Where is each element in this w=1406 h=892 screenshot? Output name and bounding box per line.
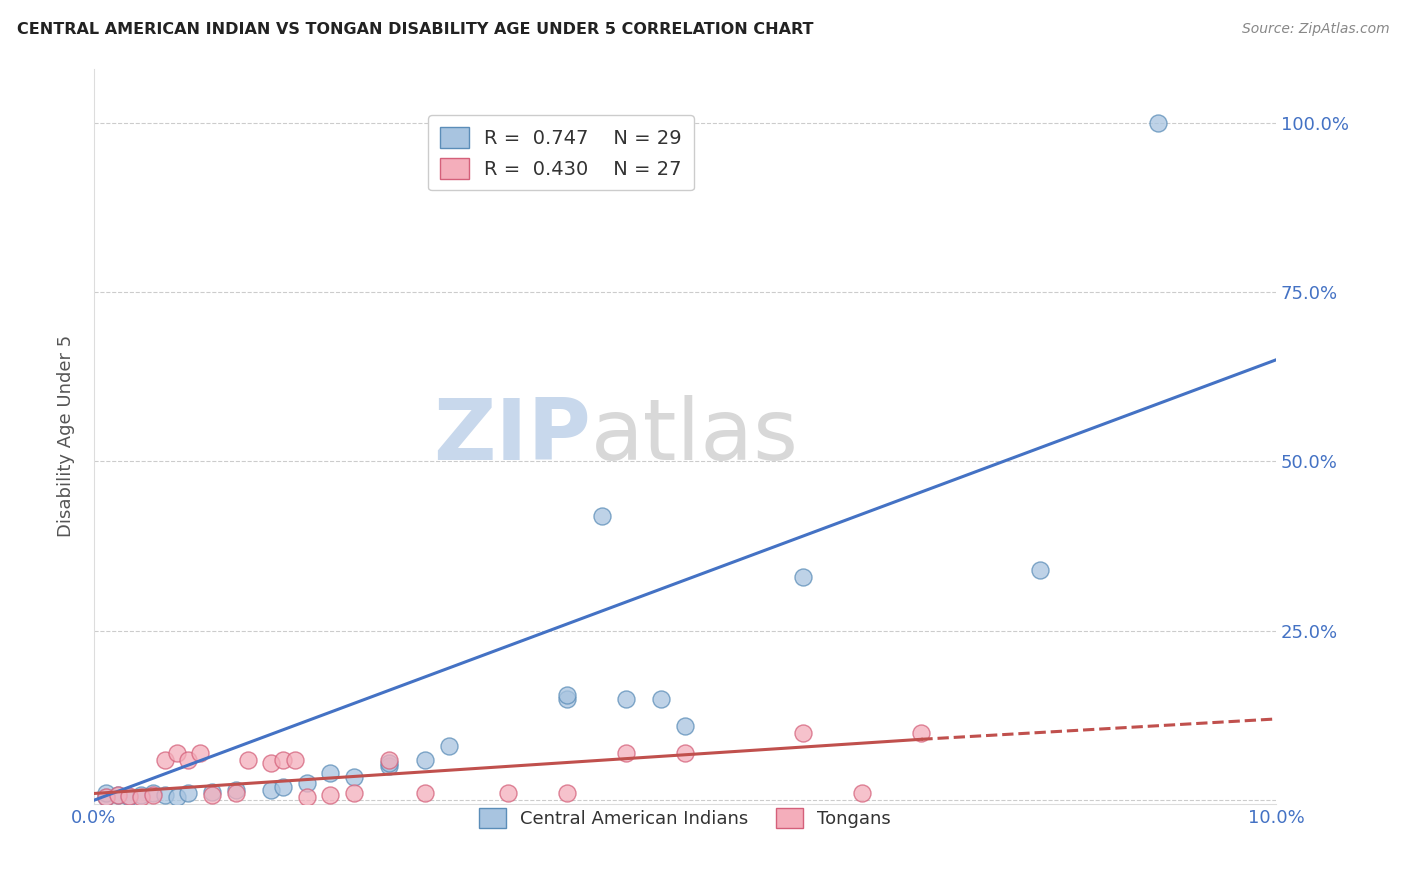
Point [792, 725, 814, 739]
Y-axis label: Disability Age Under 5: Disability Age Under 5 [58, 335, 75, 537]
Point [319, 766, 342, 780]
Point [201, 785, 224, 799]
Point [201, 788, 224, 802]
Point [413, 787, 436, 801]
Point [118, 789, 141, 804]
Point [107, 788, 129, 802]
Point [673, 746, 696, 760]
Point [177, 787, 200, 801]
Point [177, 753, 200, 767]
Point [650, 691, 672, 706]
Legend: Central American Indians, Tongans: Central American Indians, Tongans [471, 801, 898, 835]
Point [555, 691, 578, 706]
Point [591, 508, 613, 523]
Text: CENTRAL AMERICAN INDIAN VS TONGAN DISABILITY AGE UNDER 5 CORRELATION CHART: CENTRAL AMERICAN INDIAN VS TONGAN DISABI… [17, 22, 814, 37]
Point [129, 789, 152, 804]
Point [94, 789, 117, 804]
Point [1146, 116, 1168, 130]
Point [910, 725, 932, 739]
Point [107, 788, 129, 802]
Point [792, 569, 814, 583]
Point [295, 776, 318, 790]
Point [343, 770, 366, 784]
Point [153, 753, 176, 767]
Point [94, 789, 117, 804]
Point [1028, 563, 1050, 577]
Point [496, 787, 519, 801]
Point [614, 746, 637, 760]
Point [260, 756, 283, 770]
Point [378, 753, 401, 767]
Point [118, 789, 141, 804]
Point [225, 787, 247, 801]
Point [284, 753, 307, 767]
Point [851, 787, 873, 801]
Point [378, 759, 401, 773]
Point [673, 719, 696, 733]
Point [343, 787, 366, 801]
Text: Source: ZipAtlas.com: Source: ZipAtlas.com [1241, 22, 1389, 37]
Point [166, 746, 188, 760]
Point [166, 789, 188, 804]
Point [225, 783, 247, 797]
Point [413, 753, 436, 767]
Point [555, 688, 578, 702]
Point [614, 691, 637, 706]
Point [271, 780, 294, 794]
Point [153, 788, 176, 802]
Point [437, 739, 460, 753]
Point [142, 788, 165, 802]
Point [142, 787, 165, 801]
Point [188, 746, 211, 760]
Point [260, 783, 283, 797]
Text: atlas: atlas [591, 394, 799, 477]
Point [94, 787, 117, 801]
Text: ZIP: ZIP [433, 394, 591, 477]
Point [129, 788, 152, 802]
Point [236, 753, 259, 767]
Point [378, 756, 401, 770]
Point [271, 753, 294, 767]
Point [319, 788, 342, 802]
Point [295, 789, 318, 804]
Point [555, 787, 578, 801]
